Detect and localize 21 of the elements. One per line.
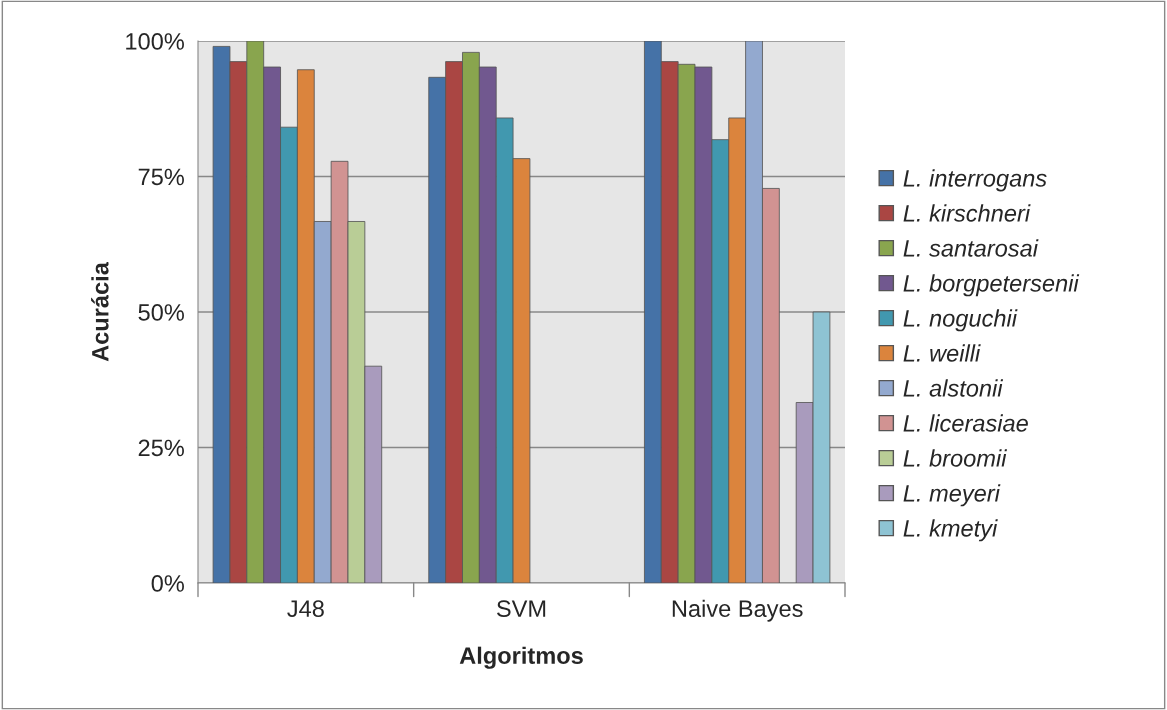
x-tick-label: Naive Bayes: [672, 599, 803, 622]
x-tick-label: J48: [287, 600, 324, 618]
legend-label: L. weilli: [903, 344, 981, 362]
y-tick-label: 25%: [138, 439, 184, 457]
x-tick-label: SVM: [496, 600, 546, 618]
y-tick-label: 100%: [126, 33, 184, 50]
y-tick-label: 75%: [138, 168, 184, 186]
legend-label: L. meyeri: [903, 484, 1001, 507]
legend-label: L. licerasiae: [903, 414, 1028, 432]
legend-label: L. kirschneri: [903, 204, 1031, 222]
y-tick-label: 0%: [151, 575, 184, 592]
legend-label: L. noguchii: [903, 309, 1018, 332]
legend-label: L. borgpetersenii: [903, 274, 1080, 297]
legend-label: L. alstonii: [903, 379, 1004, 397]
y-axis-title: Acurácia: [91, 261, 109, 362]
legend-label: L. broomii: [903, 449, 1007, 467]
y-tick-label: 50%: [138, 304, 184, 321]
x-axis-title: Algoritmos: [459, 646, 583, 669]
legend-label: L. santarosai: [903, 239, 1039, 257]
legend-label: L. kmetyi: [903, 519, 998, 542]
legend-label: L. interrogans: [903, 169, 1047, 192]
